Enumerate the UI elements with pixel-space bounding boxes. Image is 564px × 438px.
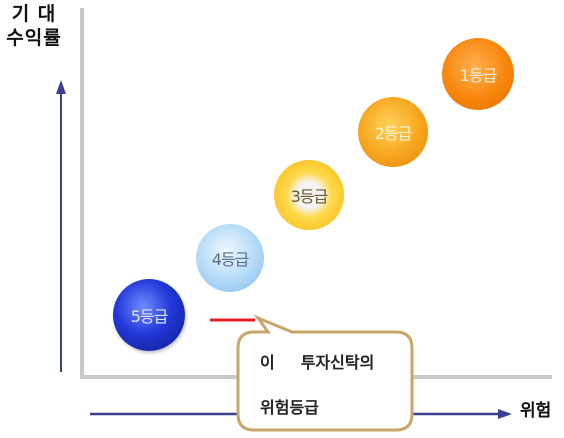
grade-1-label: 1등급 xyxy=(459,66,498,85)
grade-5-label: 5등급 xyxy=(130,307,169,326)
callout-prefix: 이 xyxy=(260,353,275,372)
grade-1-sphere: 1등급 xyxy=(442,38,514,110)
callout-text: 이 투자신탁의 위험등급 xyxy=(246,340,406,430)
callout-fund-text: 투자신탁의 xyxy=(300,353,375,372)
callout-bubble xyxy=(236,314,414,432)
grade-4-sphere: 4등급 xyxy=(196,224,264,292)
grade-3-label: 3등급 xyxy=(290,187,329,206)
grade-5-sphere: 5등급 xyxy=(113,279,185,351)
grade-4-label: 4등급 xyxy=(211,250,250,269)
y-axis-label-line1: 기 대 xyxy=(11,3,57,25)
callout-line1: 이 투자신탁의 xyxy=(246,340,406,385)
x-axis-label: 위험 xyxy=(520,401,552,421)
grade-2-label: 2등급 xyxy=(374,124,413,143)
grade-2-sphere: 2등급 xyxy=(358,97,428,167)
x-axis-arrowhead xyxy=(498,409,512,419)
callout-line2: 위험등급 xyxy=(260,398,319,417)
y-axis-label: 기 대 수익률 xyxy=(4,2,64,50)
y-axis-label-line2: 수익률 xyxy=(6,27,62,49)
y-axis-arrowhead xyxy=(56,80,66,94)
grade-3-sphere: 3등급 xyxy=(274,160,344,230)
